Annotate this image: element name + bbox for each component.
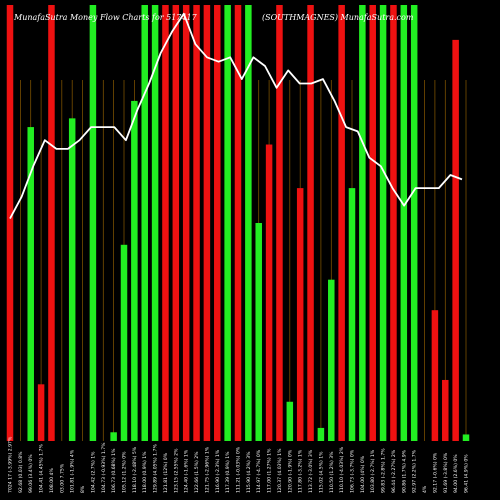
bar	[348, 188, 356, 441]
bar	[296, 188, 304, 441]
bar	[442, 379, 449, 441]
bar	[193, 5, 200, 441]
x-tick-label: 103.80 (-2.7%) 1%	[370, 449, 376, 493]
bar	[255, 223, 262, 441]
bar	[462, 434, 470, 441]
x-tick-label: 92.68 (0.03) 0.8%	[18, 451, 24, 493]
x-tick-label: 120.90 (-1.9%) 0%	[287, 449, 293, 493]
x-tick-label: 129.89 (4.05%) 1.7%	[153, 444, 159, 493]
x-tick-label: 111.21 (-0.03%) 0%	[236, 446, 242, 493]
x-tick-label: 104.73 (-0.93%) 1.7%	[101, 442, 107, 493]
bar	[452, 39, 459, 441]
x-tick-label: 99.83 (-2.8%) 1.7%	[381, 448, 387, 493]
x-tick-label: 99.06 (3.4%) 0%	[28, 454, 34, 493]
bar	[89, 5, 97, 441]
bar	[359, 5, 366, 441]
x-tick-label: 110.50 (1.2%) 3%	[329, 451, 335, 493]
bar	[400, 5, 408, 441]
x-tick-label: 117.39 (0.9%) 1%	[225, 451, 231, 493]
bars	[6, 5, 470, 442]
x-tick-label: 117.00 (1.27%) 1%	[267, 448, 273, 493]
x-tick-label: 91.69 (-3.8%) 0%	[443, 452, 449, 493]
x-tick-label: 96.41 (4.9%) 0%	[464, 454, 470, 493]
x-tick-label: 121.81 (12%) 0%	[163, 452, 169, 493]
bar	[27, 127, 34, 441]
x-tick-label: 7024 17 (-3.99%) 2.97%	[8, 436, 14, 493]
x-tick-label: 104.00 (4%) 0%	[360, 455, 366, 493]
x-tick-label: 105.12 (1.2%) 0%	[122, 451, 128, 493]
bar	[224, 5, 231, 441]
bar	[48, 5, 55, 441]
x-tick-label: 113.72 (-3.0%) 3%	[308, 449, 314, 493]
bar	[110, 432, 117, 441]
x-tick-label: 106.73 (-3.7%) 0%	[350, 449, 356, 493]
x-tick-label: 122.66 (1.5%) 2%	[194, 451, 200, 493]
money-flow-line	[9, 12, 463, 220]
bar	[182, 5, 190, 441]
bar	[120, 244, 128, 441]
x-tick-label: 110.10 (-4.03%) 2%	[339, 446, 345, 493]
bar	[37, 384, 45, 441]
x-tick-label: 114.97 (-4.7%) 0%	[256, 449, 262, 493]
x-tick-label: 115.90 (4.2%) 3%	[246, 451, 252, 493]
x-tick-label: 03.00 7.75%	[59, 463, 65, 493]
bar	[286, 401, 294, 441]
bar	[172, 5, 180, 441]
x-tick-label: 92.17 (-0.6%) 0%	[432, 452, 438, 493]
x-tick-label: 90.86 (1.7%) 4.9%	[401, 449, 407, 493]
x-tick-label: 8%	[80, 485, 86, 493]
x-tick-label: 4%	[422, 485, 428, 493]
x-tick-label: 116.90 (-2.3%) 1%	[215, 449, 221, 493]
x-axis-labels: 7024 17 (-3.99%) 2.97% 92.68 (0.03) 0.8% 9…	[8, 436, 470, 493]
chart-title-left: MunafaSutra Money Flow Charts for 517417	[13, 13, 198, 22]
bar	[390, 5, 397, 441]
bar	[410, 5, 418, 441]
x-tick-label: 104.41 (4.45%) 1.7%	[39, 444, 45, 493]
x-tick-label: 117.80 (-3.2%) 1%	[298, 449, 304, 493]
x-tick-label: 123.15 (2.55%) 2%	[173, 448, 179, 493]
bar	[276, 5, 283, 441]
bar	[203, 5, 211, 441]
bar	[307, 5, 314, 441]
bar	[162, 5, 169, 441]
x-tick-label: 108.00 4%	[49, 468, 55, 493]
x-tick-label: 118.10 (-2.48%) 5%	[132, 446, 138, 493]
bar	[214, 5, 221, 441]
x-tick-label: 94.00 (2.6%) 0%	[453, 454, 459, 493]
bar	[317, 427, 325, 441]
bar	[131, 100, 138, 442]
x-tick-label: 118.00 (0.9%) 1%	[142, 451, 148, 493]
bar	[265, 144, 273, 441]
bar	[369, 5, 376, 441]
bar	[379, 5, 387, 441]
bar	[328, 279, 335, 441]
x-tick-label: 92.97 (2.2%) 1.7%	[412, 449, 418, 493]
bar	[68, 118, 76, 442]
bar	[338, 5, 345, 441]
x-tick-label: 106.73 (0.68%) 1%	[111, 448, 117, 493]
x-tick-label: 121.75 (-2.96%) 1%	[204, 446, 210, 493]
x-tick-label: 104.42 (2.7%) 1%	[90, 451, 96, 493]
bar	[234, 5, 242, 441]
x-tick-label: 96.44 (-2.27%) 2%	[391, 449, 397, 493]
x-tick-label: 115.02 (4.5%) 1%	[318, 451, 324, 493]
bar	[431, 310, 439, 441]
x-tick-label: 120.37 (4.03%) 1%	[277, 448, 283, 493]
bar	[6, 5, 14, 441]
x-tick-label: 124.40 (-1.6%) 1%	[184, 449, 190, 493]
bar	[151, 5, 159, 441]
x-tick-label: 101.81 (-1.9%) 4%	[70, 449, 76, 493]
chart-title-right: (SOUTHMAGNES) MunafaSutra.com	[262, 13, 414, 22]
bar	[141, 5, 148, 441]
bar	[245, 5, 252, 441]
